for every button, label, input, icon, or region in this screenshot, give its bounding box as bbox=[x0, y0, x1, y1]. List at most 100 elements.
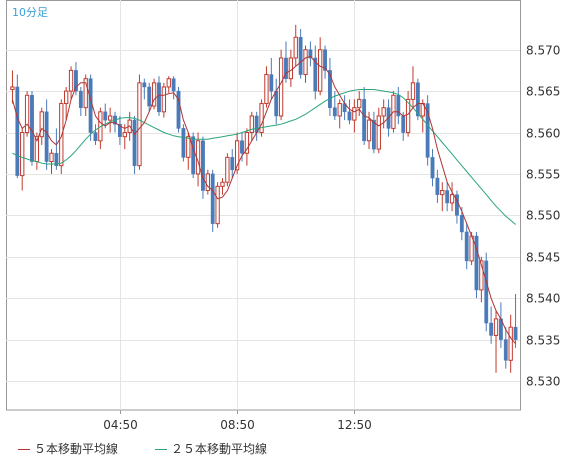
candle-body-down bbox=[269, 74, 274, 92]
candle-body-up bbox=[39, 111, 44, 138]
candle-body-up bbox=[293, 36, 298, 59]
candle-body-up bbox=[249, 115, 254, 134]
candle-body-down bbox=[201, 140, 205, 191]
candle-body-down bbox=[474, 235, 479, 291]
candle-body-up bbox=[205, 173, 210, 192]
candle-body-down bbox=[489, 322, 494, 336]
candle-body-up bbox=[20, 132, 25, 177]
candle-body-up bbox=[24, 94, 30, 134]
candle-body-up bbox=[381, 107, 386, 117]
candle-body-down bbox=[445, 190, 450, 204]
candle-body-up bbox=[352, 107, 357, 121]
ma5-line bbox=[11, 55, 516, 345]
candle-body-up bbox=[166, 78, 171, 88]
candle-body-down bbox=[298, 37, 303, 75]
candle-body-up bbox=[234, 140, 240, 171]
candle-body-up bbox=[151, 82, 157, 107]
x-tick-label: 04:50 bbox=[103, 418, 138, 432]
candle-body-up bbox=[440, 190, 445, 196]
candle-body-down bbox=[274, 90, 279, 117]
candle-body-down bbox=[74, 70, 78, 92]
candle-body-down bbox=[513, 326, 518, 340]
candle-body-down bbox=[459, 215, 464, 233]
candle-body-down bbox=[347, 111, 352, 121]
candle-body-up bbox=[376, 115, 381, 150]
candle-body-down bbox=[308, 49, 313, 59]
legend-ma5-label: ５本移動平均線 bbox=[34, 442, 119, 456]
candle-body-up bbox=[303, 49, 308, 76]
candle-body-up bbox=[68, 69, 74, 92]
candle-body-down bbox=[93, 132, 98, 142]
candle-body-up bbox=[508, 326, 513, 361]
candle-body-up bbox=[64, 90, 69, 105]
candle-body-down bbox=[371, 119, 376, 150]
candle-body-down bbox=[323, 49, 327, 71]
candle-body-up bbox=[83, 78, 88, 109]
candle-body-down bbox=[15, 86, 20, 176]
candle-body-up bbox=[215, 185, 220, 225]
candle-body-down bbox=[484, 260, 489, 324]
y-tick-label: 8.560 bbox=[526, 127, 560, 141]
candle-body-up bbox=[225, 156, 230, 183]
legend-ma25-swatch bbox=[155, 449, 167, 450]
candle-body-down bbox=[425, 103, 430, 158]
candle-body-down bbox=[142, 82, 147, 88]
candle-body-down bbox=[171, 78, 176, 92]
candle-body-up bbox=[10, 86, 15, 90]
candle-body-down bbox=[430, 157, 435, 179]
candle-body-up bbox=[493, 318, 499, 336]
candle-body-up bbox=[107, 115, 113, 121]
candle-body-down bbox=[147, 86, 152, 107]
y-tick-label: 8.555 bbox=[526, 168, 560, 182]
candle-body-down bbox=[415, 82, 420, 117]
candle-body-down bbox=[88, 78, 93, 133]
candle-chart-svg: 8.570 8.565 8.560 8.555 8.550 8.545 8.540 8.535… bbox=[6, 0, 560, 432]
legend: ５本移動平均線 ２５本移動平均線 bbox=[0, 432, 574, 462]
candle-body-up bbox=[244, 132, 250, 154]
candle-body-down bbox=[176, 90, 181, 129]
candle-body-down bbox=[230, 157, 235, 171]
legend-ma25: ２５本移動平均線 bbox=[155, 440, 267, 457]
y-tick-label: 8.540 bbox=[526, 292, 560, 306]
candle-body-up bbox=[278, 57, 284, 117]
candle-body-down bbox=[181, 128, 186, 158]
candle-body-down bbox=[396, 95, 401, 117]
candle-body-up bbox=[318, 49, 323, 92]
candle-body-down bbox=[30, 95, 34, 162]
candle-body-down bbox=[464, 231, 469, 262]
candle-body-down bbox=[328, 70, 332, 108]
candle-body-down bbox=[117, 123, 122, 137]
y-tick-label: 8.535 bbox=[526, 334, 560, 348]
candle-body-down bbox=[54, 152, 59, 166]
candle-body-up bbox=[337, 103, 342, 117]
legend-ma5: ５本移動平均線 bbox=[18, 440, 118, 457]
candle-body-down bbox=[313, 57, 318, 92]
candle-body-down bbox=[435, 177, 440, 195]
candle-body-down bbox=[191, 136, 196, 175]
y-tick-label: 8.550 bbox=[526, 209, 560, 223]
candle-body-up bbox=[405, 98, 411, 134]
candle-body-down bbox=[157, 82, 161, 113]
candle-body-up bbox=[59, 103, 64, 167]
candle-body-down bbox=[132, 119, 137, 166]
legend-ma5-swatch bbox=[18, 449, 30, 450]
candle-body-up bbox=[137, 82, 142, 167]
candle-body-up bbox=[264, 74, 269, 105]
candle-body-up bbox=[366, 119, 372, 142]
candle-body-up bbox=[357, 98, 362, 109]
candle-body-down bbox=[503, 339, 508, 361]
interval-label: 10分足 bbox=[12, 6, 48, 19]
candle-body-down bbox=[210, 173, 215, 224]
y-tick-label: 8.565 bbox=[526, 85, 560, 99]
x-tick-label: 12:50 bbox=[337, 418, 372, 432]
candle-body-up bbox=[449, 194, 455, 204]
candle-body-down bbox=[401, 115, 406, 133]
candle-body-up bbox=[410, 82, 416, 100]
candle-body-down bbox=[78, 90, 83, 108]
candle-body-up bbox=[186, 136, 191, 158]
candle-body-down bbox=[240, 140, 244, 154]
ma25-line bbox=[12, 89, 516, 225]
candle-body-down bbox=[362, 99, 367, 142]
candle-body-up bbox=[259, 103, 264, 134]
